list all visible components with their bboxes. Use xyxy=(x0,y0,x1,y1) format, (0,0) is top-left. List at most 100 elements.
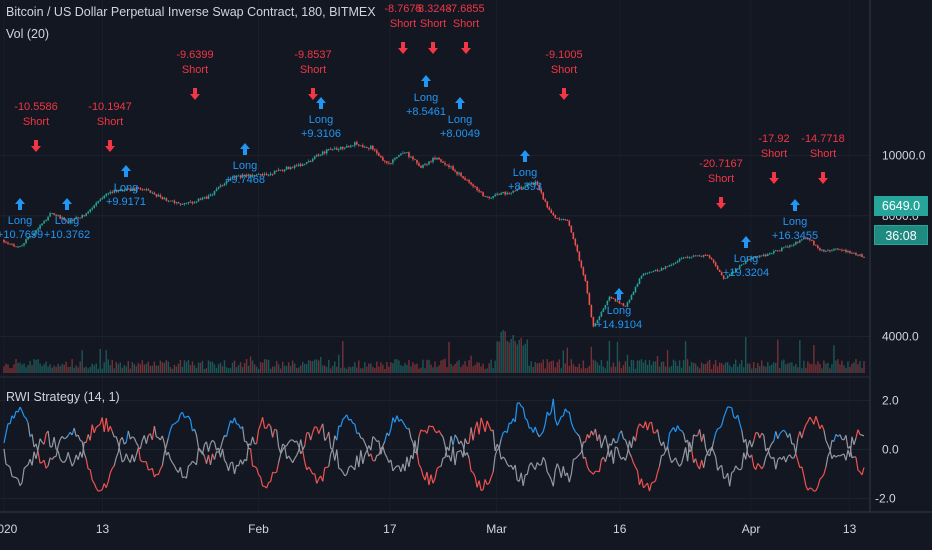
volume-bar xyxy=(789,362,791,373)
rwi-high-segment xyxy=(95,487,99,492)
long-value: +9.3106 xyxy=(301,128,341,140)
volume-bar xyxy=(777,339,779,373)
rwi-high-segment xyxy=(165,437,169,446)
rwi-high-segment xyxy=(115,452,119,458)
volume-bar xyxy=(17,362,19,373)
rwi-low-segment xyxy=(671,460,675,464)
volume-bar xyxy=(648,360,651,373)
candle-body xyxy=(273,170,276,175)
volume-bar xyxy=(508,342,510,373)
candle-body xyxy=(556,218,559,219)
volume-bar xyxy=(376,361,378,373)
rwi-low-segment xyxy=(25,464,29,467)
candle-body xyxy=(109,191,112,194)
rwi-high-segment xyxy=(803,475,807,486)
candle-body xyxy=(229,178,232,181)
rwi-low-segment xyxy=(171,462,175,467)
rwi-low-segment xyxy=(604,435,608,446)
candle-body xyxy=(632,292,635,296)
candle-body xyxy=(548,207,551,210)
rwi-low-segment xyxy=(478,417,482,435)
rwi-low-segment xyxy=(853,437,857,445)
volume-bar xyxy=(462,364,464,373)
volume-bar xyxy=(356,367,358,373)
candle-body xyxy=(311,159,314,162)
rwi-low-segment xyxy=(534,462,538,470)
rwi-high-segment xyxy=(57,439,61,447)
candles xyxy=(3,140,865,328)
rwi-high-segment xyxy=(769,443,773,448)
candle-body xyxy=(712,259,715,263)
rwi-low-segment xyxy=(274,428,277,431)
candle-body xyxy=(261,174,264,176)
last-price-badge: 6649.0 xyxy=(874,196,928,216)
rwi-high-segment xyxy=(755,463,759,470)
volume-bar xyxy=(241,366,244,373)
rwi-high-segment xyxy=(286,442,290,446)
candle-body xyxy=(370,145,372,149)
candle-body xyxy=(434,157,436,160)
volume-bar xyxy=(346,368,348,373)
grid xyxy=(0,154,870,499)
volume-bar xyxy=(518,339,520,373)
rwi-low-segment xyxy=(576,454,580,458)
rwi-low-segment xyxy=(624,453,629,461)
volume-bar xyxy=(59,366,61,373)
rwi-low-segment xyxy=(717,466,721,471)
rwi-low-segment xyxy=(578,451,582,456)
volume-bar xyxy=(568,365,571,373)
rwi-low-segment xyxy=(639,423,642,427)
volume-bar xyxy=(57,363,59,373)
volume-bar xyxy=(606,360,609,373)
rwi-high-segment xyxy=(598,459,602,472)
rwi-high-segment xyxy=(370,453,374,461)
rwi-high-segment xyxy=(809,487,813,490)
candle-body xyxy=(596,320,599,324)
rwi-high-segment xyxy=(27,422,31,437)
rwi-low-segment xyxy=(169,458,173,463)
volume-bar xyxy=(39,363,41,373)
candle-body xyxy=(360,145,362,147)
rwi-low-segment xyxy=(380,446,384,455)
candle-body xyxy=(710,258,713,260)
rwi-low-segment xyxy=(761,432,765,436)
candle-body xyxy=(642,273,645,276)
volume-bar xyxy=(546,359,548,373)
candle-body xyxy=(247,174,250,177)
volume-bar xyxy=(592,359,595,373)
long-label: Long xyxy=(513,167,537,179)
rwi-high-segment xyxy=(763,457,767,466)
candle-body xyxy=(612,298,615,300)
volume-bar xyxy=(115,361,117,373)
volume-bar xyxy=(704,363,707,373)
rwi-low-segment xyxy=(392,467,396,472)
candle-body xyxy=(9,243,11,245)
volume-bar xyxy=(594,360,597,373)
candle-body xyxy=(580,260,583,268)
rwi-low-segment xyxy=(757,432,761,439)
rwi-tick-label: 2.0 xyxy=(882,394,899,408)
rwi-low-segment xyxy=(580,441,584,453)
volume-bar xyxy=(69,366,71,373)
volume-bar xyxy=(247,365,250,373)
rwi-low-segment xyxy=(833,454,837,458)
candle-body xyxy=(163,198,166,200)
candle-body xyxy=(227,180,230,182)
rwi-low-segment xyxy=(382,446,386,454)
candle-body xyxy=(65,220,67,222)
candle-body xyxy=(121,189,124,191)
candle-body xyxy=(758,255,761,258)
volume-bar xyxy=(688,366,691,373)
candle-body xyxy=(343,147,346,149)
short-value: -9.1005 xyxy=(545,49,582,61)
rwi-low-segment xyxy=(67,452,71,460)
rwi-low-segment xyxy=(835,455,839,458)
candle-body xyxy=(584,274,587,282)
volume-bar xyxy=(813,345,815,373)
rwi-high-segment xyxy=(529,427,532,429)
volume-bar xyxy=(55,366,57,373)
volume-bar xyxy=(49,364,51,373)
volume-bar xyxy=(382,364,384,373)
